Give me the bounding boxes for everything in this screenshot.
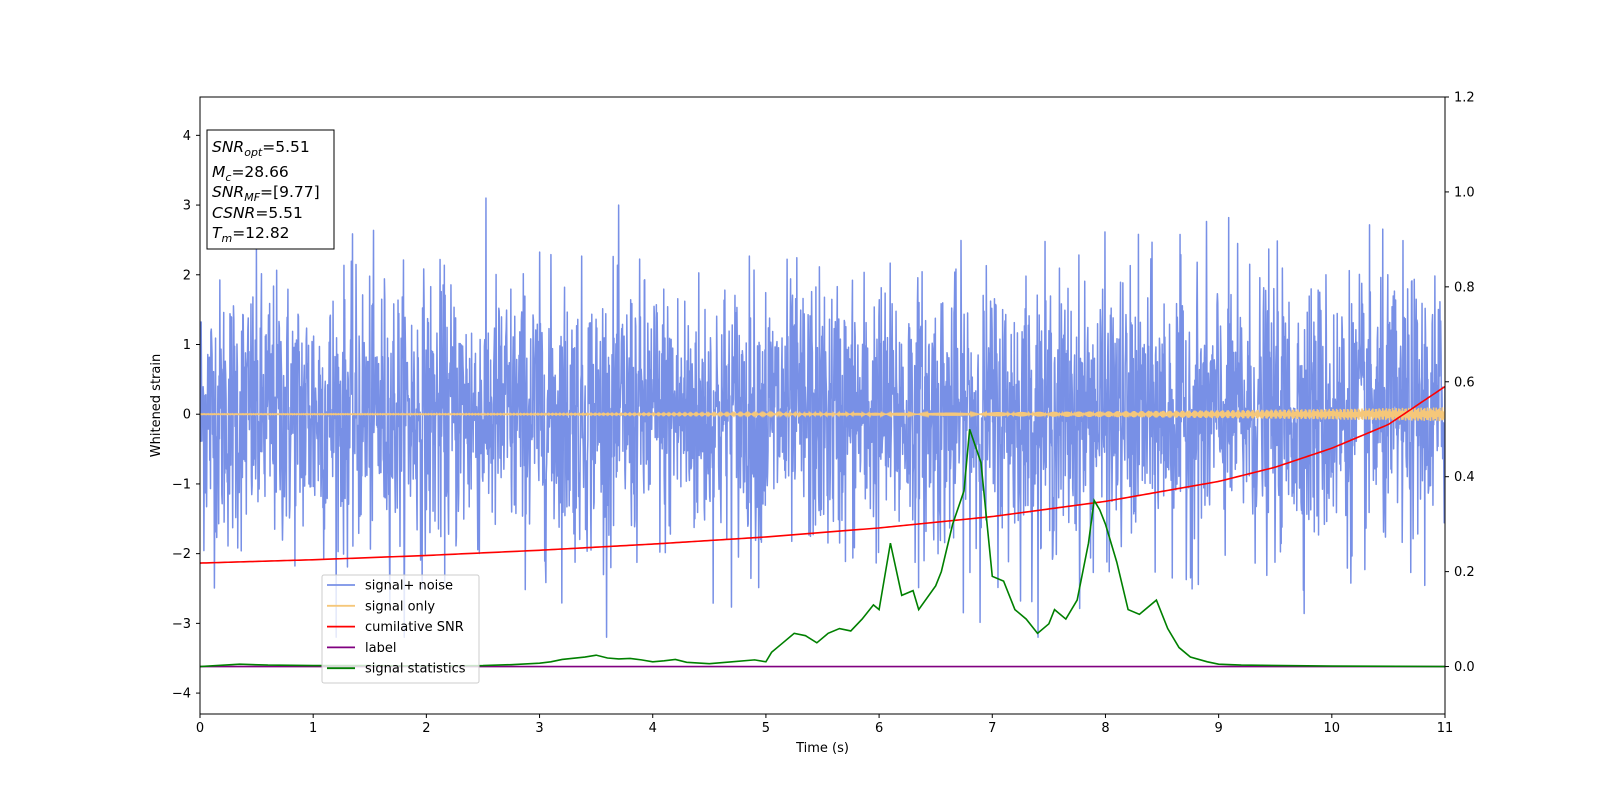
y-axis-label: Whitened strain [149,354,164,457]
y-axis-right: 0.0 0.2 0.4 0.6 0.8 1.0 1.2 [1445,91,1475,675]
y-tick-label-right: 0.6 [1454,375,1475,390]
info-line-snr-mf: SNRMF=[9.77] [212,183,320,204]
x-tick-label: 9 [1214,721,1222,736]
y-tick-label-right: 0.8 [1454,280,1475,295]
y-tick-label-left: −3 [172,617,191,632]
legend[interactable]: signal+ noise signal only cumilative SNR la… [321,574,480,684]
y-tick-label-right: 0.0 [1454,660,1475,675]
x-tick-label: 10 [1324,721,1341,736]
info-line-snr-opt: SNRopt=5.51 [212,138,310,159]
y-tick-label-left: 4 [183,129,191,144]
plot-frame [199,96,1446,715]
info-line-csnr: CSNR=5.51 [212,204,303,222]
x-tick-label: 5 [762,721,770,736]
legend-label: label [365,641,396,656]
series-line-cumilative-snr [200,385,1445,564]
series-line-signal-only [200,407,1445,422]
info-box: SNRopt=5.51 Mc=28.66SNRMF=[9.77]CSNR=5.51… [206,129,335,250]
y-tick-label-left: −2 [172,547,191,562]
y-tick-label-left: 2 [183,268,191,283]
series-line-signal-noise [200,197,1445,639]
legend-label: signal only [365,599,435,614]
legend-label: cumilative SNR [365,620,464,635]
info-line-mc: Mc=28.66 [212,163,289,184]
x-tick-label: 6 [875,721,883,736]
y-tick-label-right: 0.2 [1454,565,1475,580]
x-axis-label: Time (s) [795,741,849,756]
x-tick-label: 1 [309,721,317,736]
x-tick-label: 2 [422,721,430,736]
x-axis: 0 1 2 3 4 5 6 7 8 9 10 11 [196,714,1453,736]
y-tick-label-right: 1.2 [1454,91,1475,106]
y-tick-label-right: 1.0 [1454,185,1475,200]
y-tick-label-left: 0 [183,408,191,423]
y-tick-label-left: −1 [172,477,191,492]
y-tick-label-left: 3 [183,199,191,214]
legend-label: signal statistics [365,662,466,677]
y-tick-label-left: −4 [172,687,191,702]
x-tick-label: 4 [649,721,657,736]
legend-label: signal+ noise [365,579,453,594]
info-line-tm: Tm=12.82 [212,224,290,245]
legend-frame [321,574,480,684]
y-tick-label-right: 0.4 [1454,470,1475,485]
info-box-frame [206,129,335,250]
x-tick-label: 7 [988,721,996,736]
x-tick-label: 3 [535,721,543,736]
x-tick-label: 8 [1101,721,1109,736]
y-axis-left: −4 −3 −2 −1 0 1 2 3 4 [172,129,200,702]
series-line-signal-statistics [200,428,1445,668]
x-tick-label: 0 [196,721,204,736]
y-tick-label-left: 1 [183,338,191,353]
x-tick-label: 11 [1437,721,1454,736]
